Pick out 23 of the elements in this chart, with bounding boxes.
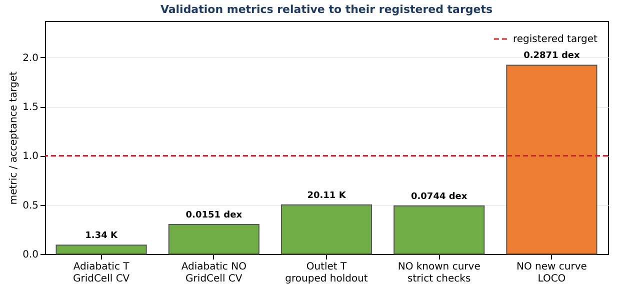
x-tick-label: NO known curve strict checks: [398, 262, 480, 284]
legend-label: registered target: [513, 34, 598, 45]
bar: [168, 224, 260, 254]
annotation: 0.0151 dex: [186, 210, 242, 221]
y-tick-label: 0.0: [22, 250, 38, 260]
chart-title: Validation metrics relative to their registered targets: [160, 3, 493, 16]
x-tick-label: Adiabatic T GridCell CV: [72, 262, 130, 284]
annotation: 0.0744 dex: [410, 192, 468, 202]
bar: [506, 64, 598, 254]
annotation: 1.34 K: [85, 231, 118, 242]
bar: [56, 244, 147, 254]
x-tick-label: Outlet T grouped holdout: [285, 262, 368, 284]
annotation: 0.2871 dex: [524, 51, 580, 62]
bar: [394, 205, 485, 254]
bar: [280, 204, 372, 254]
y-tick-label: 2.0: [22, 52, 38, 64]
x-tick-label: NO new curve LOCO: [516, 262, 587, 284]
y-tick-label: 0.5: [22, 200, 38, 212]
annotation: 20.11 K: [307, 190, 347, 201]
y-axis-title: metric / acceptance target: [8, 71, 20, 205]
x-tick-label: Adiabatic NO GridCell CV: [181, 262, 247, 284]
y-tick-label: 1.5: [22, 102, 38, 114]
y-tick-label: 1.0: [22, 151, 38, 162]
